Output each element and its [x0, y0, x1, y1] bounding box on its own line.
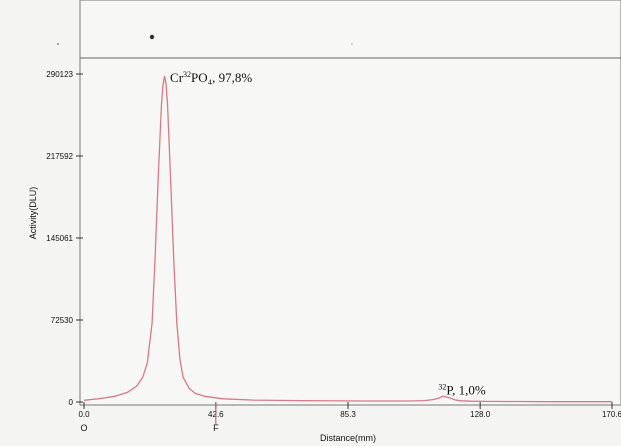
x-tick-label: 85.3 [340, 410, 356, 419]
series-line [83, 75, 612, 403]
peak-annotation-label: Cr [170, 70, 184, 85]
annotation-layer: Cr32PO₄, 97,8%32P, 1,0% [170, 70, 486, 398]
y-tick-label: 290123 [46, 70, 73, 79]
peak-annotation-sup: 32 [438, 383, 446, 392]
x-marker-label: O [80, 423, 87, 433]
scan-speck [351, 43, 353, 45]
peak-annotation-rest: PO₄, 97,8% [191, 70, 252, 85]
x-tick-label: 128.0 [470, 410, 491, 419]
peak-annotation: 32P, 1,0% [438, 383, 486, 398]
y-tick-label: 0 [69, 398, 74, 407]
y-axis-title: Activity(DLU) [28, 187, 38, 240]
x-tick-label: 170.6 [602, 410, 621, 419]
y-axis: 0 72530 145061 217592 290123 [46, 70, 83, 407]
y-tick-label: 72530 [51, 316, 74, 325]
x-axis: 0.0 42.6 85.3 128.0 170.6O F [78, 402, 621, 433]
plot-frame [79, 0, 621, 406]
series-layer [83, 75, 612, 403]
peak-annotation-sup: 32 [183, 70, 191, 79]
peak-annotation-rest: P, 1,0% [446, 383, 486, 398]
x-tick-label: 0.0 [78, 410, 90, 419]
scan-speck [149, 34, 155, 40]
y-tick-label: 217592 [46, 152, 73, 161]
x-axis-title: Distance(mm) [320, 433, 376, 443]
scan-speck [57, 43, 59, 45]
peak-annotation: Cr32PO₄, 97,8% [170, 70, 252, 85]
y-tick-label: 145061 [46, 234, 73, 243]
x-marker-label: F [213, 423, 219, 433]
